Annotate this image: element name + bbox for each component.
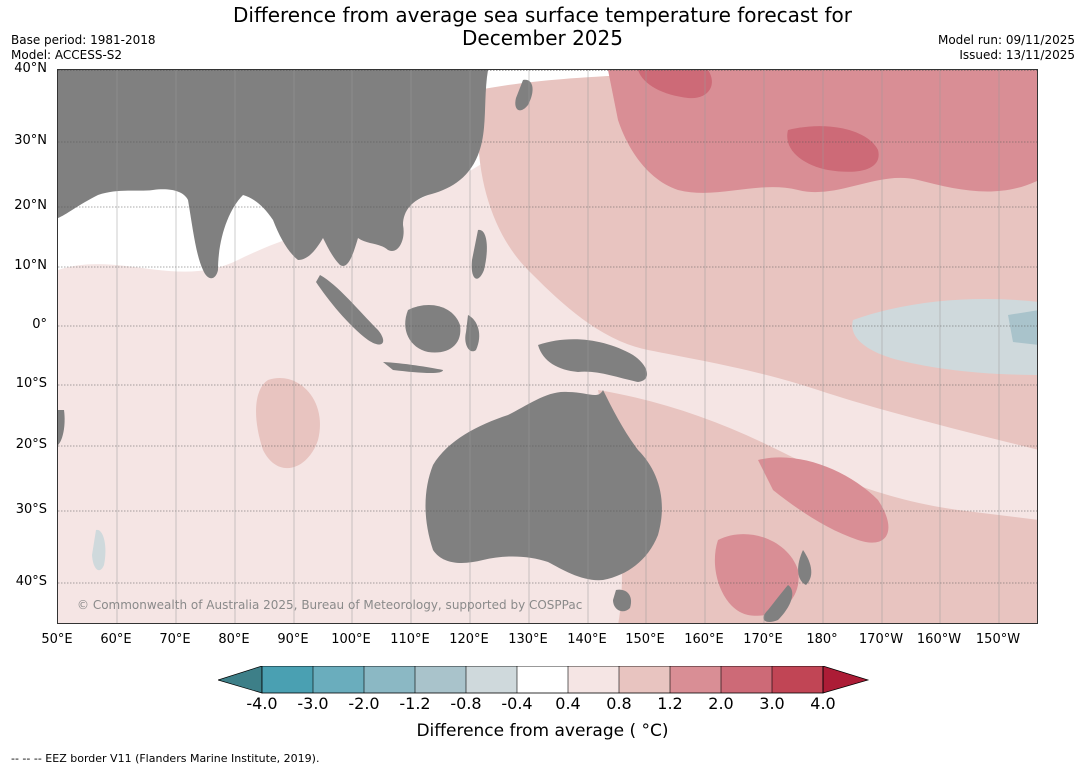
cbar-tick-10: 3.0 (759, 694, 785, 713)
lat-label-30n: 30°N (14, 133, 47, 148)
land-borneo (405, 305, 461, 353)
cbar-tick-7: 0.8 (606, 694, 632, 713)
lon-label-110e: 110°E (390, 632, 430, 647)
lon-label-170w: 170°W (858, 632, 904, 647)
lon-label-150w: 150°W (975, 632, 1021, 647)
lat-label-20s: 20°S (15, 437, 47, 452)
map-canvas (58, 70, 1037, 623)
graticule-lon (116, 70, 1000, 623)
lat-label-20n: 20°N (14, 198, 47, 213)
lon-label-160w: 160°W (916, 632, 962, 647)
lat-label-40s: 40°S (15, 574, 47, 589)
anomaly-pink-west (256, 378, 320, 469)
colorbar-swatch-3 (364, 666, 415, 693)
lat-label-40n: 40°N (14, 61, 47, 76)
anomaly-red-core (638, 70, 712, 99)
cbar-tick-5: -0.4 (501, 694, 533, 713)
sst-map (57, 69, 1038, 624)
colorbar-swatch-gt-4 (822, 666, 870, 694)
cbar-tick-1: -3.0 (297, 694, 329, 713)
model-name: Model: ACCESS-S2 (11, 48, 123, 62)
anomaly-red-east (787, 126, 879, 172)
colorbar-swatch-lt-4 (218, 666, 263, 694)
colorbar-swatch-10 (721, 666, 772, 693)
copyright-text: © Commonwealth of Australia 2025, Bureau… (77, 598, 583, 612)
colorbar-title: Difference from average ( °C) (416, 721, 669, 741)
colorbar-swatch-2 (313, 666, 364, 693)
meta-right: Model run: 09/11/2025 Issued: 13/11/2025 (938, 33, 1075, 63)
land-australia (425, 390, 662, 581)
lon-label-170e: 170°E (743, 632, 783, 647)
colorbar-swatch-8 (619, 666, 670, 693)
land-nz-north (798, 550, 812, 585)
lat-label-0: 0° (32, 317, 47, 332)
lon-label-160e: 160°E (684, 632, 724, 647)
lon-label-120e: 120°E (449, 632, 489, 647)
anomaly-cool-sw (92, 529, 106, 571)
base-period: Base period: 1981-2018 (11, 33, 156, 47)
cbar-tick-3: -1.2 (399, 694, 431, 713)
lon-label-90e: 90°E (277, 632, 309, 647)
lon-label-100e: 100°E (331, 632, 371, 647)
lon-label-60e: 60°E (100, 632, 132, 647)
issued-date: Issued: 13/11/2025 (959, 48, 1075, 62)
lat-label-10s: 10°S (15, 376, 47, 391)
eez-footnote: -- -- -- EEZ border V11 (Flanders Marine… (11, 752, 320, 765)
colorbar-swatch-4 (415, 666, 466, 693)
colorbar-swatch-1 (262, 666, 313, 693)
lon-label-140e: 140°E (567, 632, 607, 647)
land-asia (58, 70, 488, 279)
cbar-tick-2: -2.0 (348, 694, 380, 713)
cbar-tick-4: -0.8 (450, 694, 482, 713)
lat-label-10n: 10°N (14, 258, 47, 273)
lat-label-30s: 30°S (15, 502, 47, 517)
land-masses (58, 70, 812, 622)
title-line-1: Difference from average sea surface temp… (232, 3, 852, 27)
land-japan (515, 79, 533, 111)
cbar-tick-8: 1.2 (657, 694, 683, 713)
cbar-tick-6: 0.4 (555, 694, 581, 713)
anomaly-cool-core (1008, 310, 1037, 345)
land-philippines (471, 229, 487, 279)
cbar-tick-9: 2.0 (708, 694, 734, 713)
colorbar-swatch-5 (466, 666, 517, 693)
colorbar-dividers (312, 666, 773, 693)
lon-label-150e: 150°E (625, 632, 665, 647)
land-java (383, 362, 443, 374)
colorbar-frame (261, 666, 824, 694)
land-sulawesi (465, 315, 480, 352)
colorbar-swatch-11 (772, 666, 823, 693)
land-new-guinea (538, 339, 648, 382)
lon-label-130e: 130°E (508, 632, 548, 647)
lon-label-50e: 50°E (41, 632, 73, 647)
colorbar-swatch-6 (517, 666, 568, 693)
land-madagascar (58, 410, 65, 445)
colorbar (218, 666, 870, 694)
chart-title: Difference from average sea surface temp… (0, 4, 1085, 50)
cbar-tick-11: 4.0 (810, 694, 836, 713)
lon-label-70e: 70°E (159, 632, 191, 647)
lon-label-80e: 80°E (218, 632, 250, 647)
land-sumatra (316, 275, 384, 345)
model-run: Model run: 09/11/2025 (937, 33, 1075, 47)
land-tasmania (613, 589, 632, 612)
land-nz-south (763, 585, 793, 622)
meta-left: Base period: 1981-2018 Model: ACCESS-S2 (11, 33, 156, 63)
cbar-tick-0: -4.0 (246, 694, 278, 713)
anomaly-rose-nz (714, 534, 799, 616)
colorbar-swatch-9 (670, 666, 721, 693)
anomaly-cool-equatorial (852, 299, 1037, 375)
title-line-2: December 2025 (462, 26, 623, 50)
colorbar-swatch-7 (568, 666, 619, 693)
lon-label-180: 180° (806, 632, 838, 647)
